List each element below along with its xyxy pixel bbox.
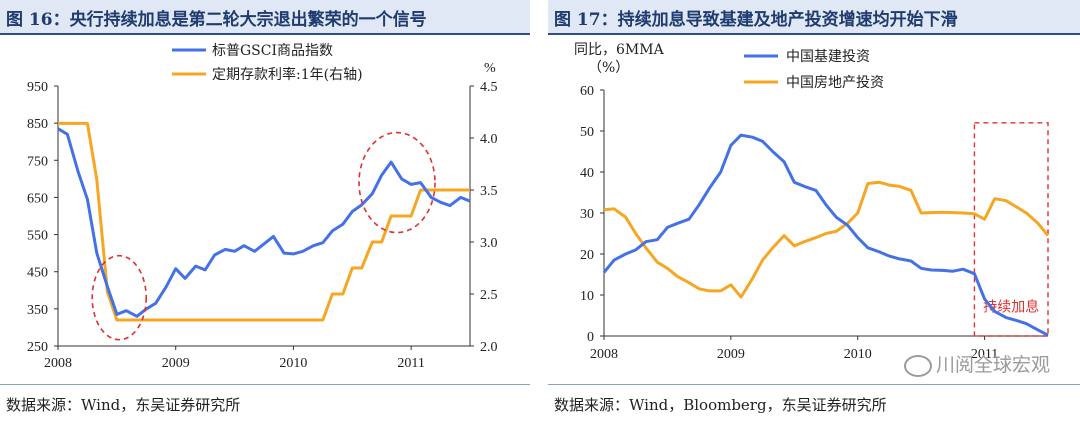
highlight-circle-2011 — [358, 131, 436, 234]
x-tick-label: 2010 — [279, 356, 307, 371]
figure-17-title: 图 17：持续加息导致基建及地产投资增速均开始下滑 — [554, 10, 958, 30]
y-left-tick-label: 750 — [27, 154, 48, 169]
y-axis-label: 同比，6MMA （%） — [574, 42, 665, 76]
figure-16-title: 图 16：央行持续加息是第二轮大宗退出繁荣的一个信号 — [6, 10, 427, 30]
real-estate-investment-line — [603, 180, 1050, 299]
y-right-tick-label: 2.5 — [480, 288, 498, 303]
y-tick-label: 50 — [580, 125, 594, 140]
infrastructure-investment-line — [602, 133, 1049, 337]
y-tick-label: 60 — [580, 84, 594, 99]
y-left-tick-label: 250 — [27, 340, 48, 355]
x-tick-label: 2008 — [590, 347, 618, 362]
y-left-tick-label: 550 — [27, 229, 48, 244]
legend-label-infrastructure: 中国基建投资 — [786, 48, 870, 65]
x-tick-label: 2011 — [971, 347, 998, 362]
x-tick-label: 2010 — [844, 347, 872, 362]
highlight-circle-2008 — [91, 254, 148, 341]
y-right-tick-label: 2.0 — [480, 340, 498, 355]
y-left-tick-label: 650 — [27, 191, 48, 206]
rate-hike-highlight-box — [973, 122, 1049, 337]
figure-16-source: 数据来源：Wind，东吴证券研究所 — [6, 396, 241, 414]
wechat-icon — [903, 354, 932, 377]
y-right-unit-label: % — [484, 61, 496, 76]
legend-label-deposit-rate: 定期存款利率:1年(右轴) — [212, 66, 363, 83]
y-left-tick-label: 450 — [27, 266, 48, 281]
y-right-tick-label: 3.5 — [480, 184, 498, 199]
y-tick-label: 40 — [580, 166, 594, 181]
figure-16-chart: 950 850 750 650 550 450 350 250 4.5 4.0 3.5 3.0 2.5 2… — [27, 43, 498, 371]
y-tick-label: 30 — [580, 207, 594, 222]
figure-16-panel: 图 16：央行持续加息是第二轮大宗退出繁荣的一个信号 950 850 750 650 5… — [0, 0, 530, 421]
watermark: 川阅全球宏观 — [903, 350, 1050, 377]
y-right-tick-label: 4.5 — [480, 80, 498, 95]
legend-label-real-estate: 中国房地产投资 — [786, 75, 884, 91]
y-right-tick-label: 3.0 — [480, 236, 498, 251]
figure-17-title-bar: 图 17：持续加息导致基建及地产投资增速均开始下滑 — [548, 0, 1080, 35]
y-left-tick-label: 950 — [27, 80, 48, 95]
x-tick-label: 2008 — [44, 356, 72, 371]
deposit-rate-line — [58, 121, 470, 322]
source-divider — [0, 384, 530, 385]
y-left-tick-label: 350 — [27, 303, 48, 318]
source-divider — [548, 384, 1080, 385]
y-tick-label: 10 — [580, 289, 594, 304]
x-tick-label: 2009 — [717, 347, 745, 362]
y-tick-label: 20 — [580, 248, 594, 263]
y-tick-label: 0 — [587, 330, 594, 345]
figure-16-title-bar: 图 16：央行持续加息是第二轮大宗退出繁荣的一个信号 — [0, 0, 530, 35]
x-tick-label: 2009 — [162, 356, 190, 371]
figure-17-source: 数据来源：Wind，Bloomberg，东吴证券研究所 — [554, 396, 887, 414]
y-right-tick-label: 4.0 — [480, 132, 498, 147]
y-left-tick-label: 850 — [27, 117, 48, 132]
gsci-index-line — [57, 127, 471, 318]
watermark-text: 川阅全球宏观 — [935, 354, 1050, 376]
x-tick-label: 2011 — [397, 356, 424, 371]
figure-17-panel: 图 17：持续加息导致基建及地产投资增速均开始下滑 60 50 40 30 20 10 0 2… — [548, 0, 1080, 421]
legend-label-gsci: 标普GSCI商品指数 — [212, 43, 333, 59]
